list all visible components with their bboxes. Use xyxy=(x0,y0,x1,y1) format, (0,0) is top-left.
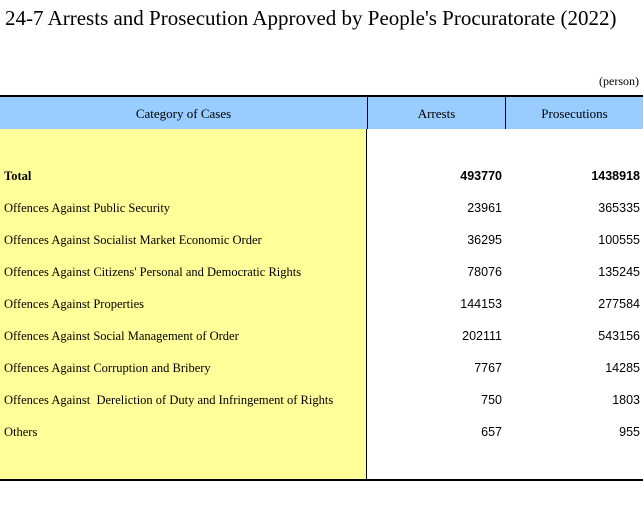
table-row: Offences Against Social Management of Or… xyxy=(0,320,643,352)
row-arrests: 7767 xyxy=(474,361,502,375)
row-prosecutions: 543156 xyxy=(598,329,640,343)
category-column-background xyxy=(0,129,367,480)
row-category: Offences Against Properties xyxy=(4,297,145,311)
row-arrests: 36295 xyxy=(467,233,502,247)
row-arrests: 144153 xyxy=(460,297,502,311)
row-category: Offences Against Social Management of Or… xyxy=(4,329,239,343)
table-row: Others 657 955 xyxy=(0,416,643,448)
row-arrests: 493770 xyxy=(460,169,502,183)
column-divider xyxy=(366,129,367,480)
table-row-total: Total 493770 1438918 xyxy=(0,160,643,192)
row-category: Others xyxy=(4,425,38,439)
data-table: Category of Cases Arrests Prosecutions T… xyxy=(0,95,643,481)
row-category: Offences Against Dereliction of Duty and… xyxy=(4,393,334,407)
table-row: Offences Against Properties 144153 27758… xyxy=(0,288,643,320)
table-header: Category of Cases Arrests Prosecutions xyxy=(0,95,643,129)
table-row: Offences Against Dereliction of Duty and… xyxy=(0,384,643,416)
row-arrests: 750 xyxy=(481,393,502,407)
row-arrests: 657 xyxy=(481,425,502,439)
table-row: Offences Against Public Security 23961 3… xyxy=(0,192,643,224)
row-category: Offences Against Public Security xyxy=(4,201,171,215)
table-row: Offences Against Corruption and Bribery … xyxy=(0,352,643,384)
table-bottom-border xyxy=(0,479,643,481)
row-prosecutions: 14285 xyxy=(605,361,640,375)
header-arrests: Arrests xyxy=(367,97,505,129)
row-prosecutions: 955 xyxy=(619,425,640,439)
row-prosecutions: 277584 xyxy=(598,297,640,311)
header-prosecutions: Prosecutions xyxy=(505,97,643,129)
row-prosecutions: 1803 xyxy=(612,393,640,407)
row-category: Offences Against Citizens' Personal and … xyxy=(4,265,302,279)
table-row: Offences Against Socialist Market Econom… xyxy=(0,224,643,256)
unit-label: (person) xyxy=(599,74,639,88)
page-title: 24-7 Arrests and Prosecution Approved by… xyxy=(5,6,617,30)
row-arrests: 202111 xyxy=(462,329,502,343)
row-prosecutions: 100555 xyxy=(598,233,640,247)
row-prosecutions: 135245 xyxy=(598,265,640,279)
row-arrests: 78076 xyxy=(467,265,502,279)
row-category: Total xyxy=(4,169,32,183)
table-row: Offences Against Citizens' Personal and … xyxy=(0,256,643,288)
row-prosecutions: 1438918 xyxy=(591,169,640,183)
row-category: Offences Against Corruption and Bribery xyxy=(4,361,211,375)
row-category: Offences Against Socialist Market Econom… xyxy=(4,233,262,247)
row-prosecutions: 365335 xyxy=(598,201,640,215)
row-arrests: 23961 xyxy=(467,201,502,215)
header-category: Category of Cases xyxy=(135,106,232,121)
